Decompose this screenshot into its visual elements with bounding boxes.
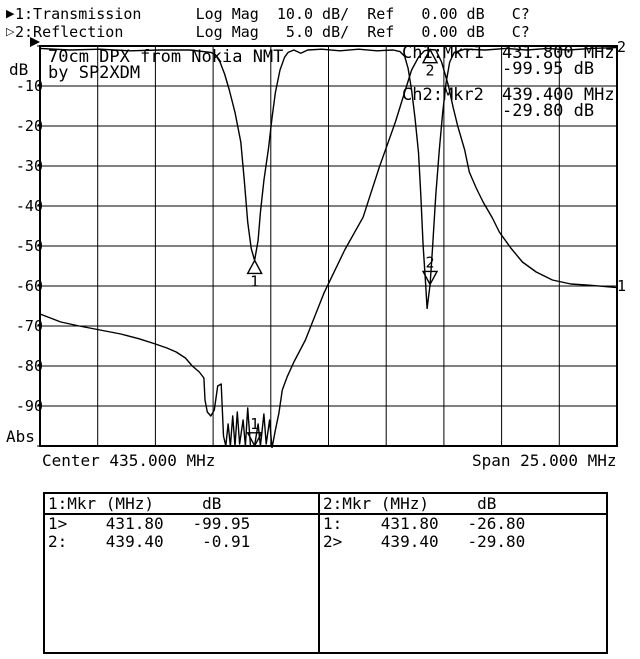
readout-ch1-marker-label: Ch1:Mkr1 <box>402 43 484 63</box>
grid-lines <box>37 45 618 447</box>
marker-table-ch2: 2:Mkr (MHz) dB 1: 431.80 -26.80 2> 439.4… <box>318 492 608 654</box>
readout-ch2-marker-label: Ch2:Mkr2 <box>402 85 484 105</box>
center-frequency-label: Center 435.000 MHz <box>42 451 216 470</box>
marker-table-ch1-header: 1:Mkr (MHz) dB <box>45 494 318 515</box>
channel2-status-line: ▷ 2:Reflection Log Mag 5.0 dB/ Ref 0.00 d… <box>6 24 530 40</box>
marker-table-row: 2> 439.40 -29.80 <box>323 532 526 551</box>
marker2-ch1-symbol <box>421 48 439 64</box>
marker-table-ch2-header: 2:Mkr (MHz) dB <box>320 494 606 515</box>
trace-markers: 1 2 1 2 <box>246 48 439 448</box>
marker-table-row: 1: 431.80 -26.80 <box>323 514 526 533</box>
channel1-status-text: 1:Transmission Log Mag 10.0 dB/ Ref 0.00… <box>15 5 530 23</box>
y-axis-tick-label: -80 <box>15 357 43 375</box>
y-axis-tick-label: -70 <box>15 317 43 335</box>
marker1-ch2-symbol <box>246 258 263 275</box>
trace-lines <box>39 46 618 448</box>
y-axis-tick-label: -90 <box>15 397 43 415</box>
marker2-ch1-number: 2 <box>426 62 435 80</box>
trace-1 <box>39 48 618 448</box>
marker2-ch2-symbol <box>421 270 439 286</box>
y-axis-abs-label: Abs <box>6 427 35 446</box>
readout-ch2-marker-freq: 439.400 MHz <box>502 85 615 105</box>
plot-title-line2: by SP2XDM <box>48 63 141 83</box>
span-label: Span 25.000 MHz <box>472 451 617 470</box>
marker-table-ch1: 1:Mkr (MHz) dB 1> 431.80 -99.95 2: 439.4… <box>43 492 320 654</box>
readout-ch2-marker-value: -29.80 dB <box>502 101 595 121</box>
channel1-active-marker-icon: ▶ <box>6 7 15 20</box>
y-axis-unit-label: dB <box>9 60 29 79</box>
readout-ch1-marker-freq: 431.800 MHz <box>502 43 615 63</box>
marker-table-row: 2: 439.40 -0.91 <box>48 532 251 551</box>
trace2-end-label: 2 <box>617 38 627 56</box>
channel2-active-marker-icon: ▷ <box>6 25 15 38</box>
y-axis-tick-label: -60 <box>15 277 43 295</box>
channel2-status-text: 2:Reflection Log Mag 5.0 dB/ Ref 0.00 dB… <box>15 23 530 41</box>
channel1-status-line: ▶ 1:Transmission Log Mag 10.0 dB/ Ref 0.0… <box>6 6 530 22</box>
marker1-ch2-number: 1 <box>250 272 259 290</box>
marker2-ch2-number: 2 <box>426 253 435 271</box>
marker1-ch1-number: 1 <box>250 415 259 433</box>
y-axis-tick-label: -10 <box>15 77 43 95</box>
ref-level-indicator-icon <box>30 37 40 47</box>
marker-table-row: 1> 431.80 -99.95 <box>48 514 251 533</box>
y-axis-tick-label: -50 <box>15 237 43 255</box>
y-axis-tick-label: -40 <box>15 197 43 215</box>
y-axis-tick-label: -20 <box>15 117 43 135</box>
marker1-ch1-symbol <box>246 432 263 448</box>
y-axis-tick-label: -30 <box>15 157 43 175</box>
readout-ch1-marker-value: -99.95 dB <box>502 59 595 79</box>
trace1-end-label: 1 <box>617 277 627 295</box>
plot-title-line1: 70cm DPX from Nokia NMT <box>48 47 284 67</box>
trace-2 <box>39 46 618 310</box>
